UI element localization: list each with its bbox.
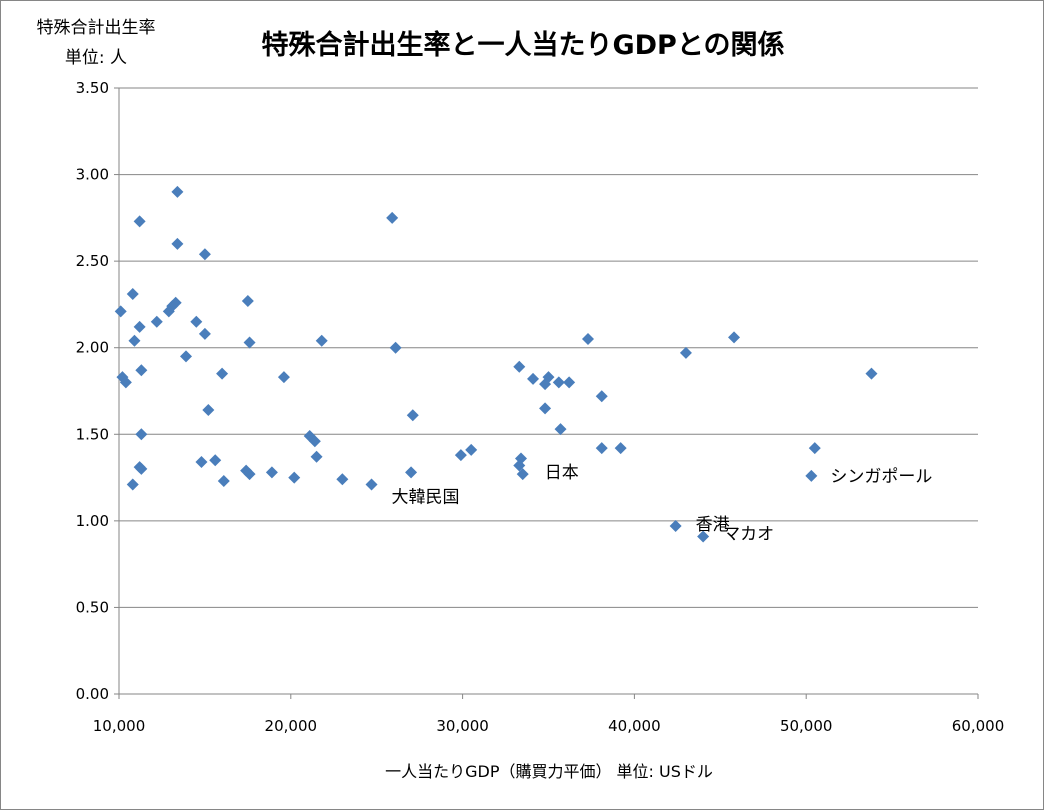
data-point xyxy=(315,334,328,347)
data-points xyxy=(114,185,878,543)
data-point xyxy=(310,450,323,463)
data-point xyxy=(513,459,526,472)
y-axis-label-line1: 特殊合計出生率 xyxy=(37,18,156,38)
data-point xyxy=(527,372,540,385)
data-point xyxy=(389,341,402,354)
data-point xyxy=(365,478,378,491)
y-tick-label: 1.00 xyxy=(76,512,109,530)
y-tick-label: 0.00 xyxy=(76,685,109,703)
data-point xyxy=(516,468,529,481)
data-point xyxy=(126,478,139,491)
data-point xyxy=(552,376,565,389)
data-point xyxy=(209,454,222,467)
y-tick-label: 0.50 xyxy=(76,598,109,616)
data-point xyxy=(243,468,256,481)
chart-title: 特殊合計出生率と一人当たりGDPとの関係 xyxy=(261,29,784,61)
annotation-label: マカオ xyxy=(723,524,774,544)
data-point xyxy=(195,455,208,468)
y-tick-label: 2.50 xyxy=(76,252,109,270)
data-point xyxy=(198,248,211,261)
x-tick-label: 10,000 xyxy=(93,717,146,735)
tick-labels: 0.00 0.50 1.00 1.50 2.00 2.50 3.00 3.50 10,000 20… xyxy=(76,79,1005,735)
annotation-label: 日本 xyxy=(545,463,579,483)
data-point xyxy=(133,320,146,333)
data-point xyxy=(728,331,741,344)
data-point xyxy=(454,449,467,462)
data-point xyxy=(166,300,179,313)
y-tick-label: 2.00 xyxy=(76,339,109,357)
data-point xyxy=(198,327,211,340)
data-point xyxy=(202,404,215,417)
x-tick-label: 30,000 xyxy=(436,717,489,735)
data-point xyxy=(171,185,184,198)
data-point xyxy=(114,305,127,318)
data-point xyxy=(133,215,146,228)
data-point xyxy=(386,211,399,224)
data-point xyxy=(288,471,301,484)
data-point xyxy=(805,469,818,482)
data-point xyxy=(582,333,595,346)
data-point xyxy=(539,402,552,415)
data-point xyxy=(150,315,163,328)
data-point xyxy=(119,376,132,389)
data-point xyxy=(406,409,419,422)
data-point xyxy=(336,473,349,486)
x-tick-label: 40,000 xyxy=(608,717,661,735)
data-point xyxy=(405,466,418,479)
axes xyxy=(114,87,979,699)
data-point xyxy=(465,443,478,456)
data-point xyxy=(308,435,321,448)
data-point xyxy=(217,475,230,488)
data-point xyxy=(679,346,692,359)
data-point xyxy=(116,371,129,384)
y-tick-label: 1.50 xyxy=(76,425,109,443)
x-tick-label: 60,000 xyxy=(952,717,1005,735)
data-point xyxy=(135,462,148,475)
annotation-label: 大韓民国 xyxy=(392,487,460,507)
data-point xyxy=(595,442,608,455)
data-point xyxy=(277,371,290,384)
data-point xyxy=(669,520,682,533)
data-point xyxy=(513,360,526,373)
data-point xyxy=(171,237,184,250)
data-point xyxy=(554,423,567,436)
data-point xyxy=(539,378,552,391)
data-point xyxy=(865,367,878,380)
data-point xyxy=(126,288,139,301)
data-point xyxy=(135,428,148,441)
x-tick-label: 20,000 xyxy=(265,717,318,735)
data-point xyxy=(265,466,278,479)
y-tick-label: 3.00 xyxy=(76,166,109,184)
data-point xyxy=(241,294,254,307)
y-axis-label-line2: 単位: 人 xyxy=(65,48,127,68)
data-point xyxy=(808,442,821,455)
data-point xyxy=(697,530,710,543)
data-point xyxy=(614,442,627,455)
x-tick-label: 50,000 xyxy=(780,717,833,735)
data-point xyxy=(135,364,148,377)
grid-lines xyxy=(119,87,978,608)
data-point xyxy=(190,315,203,328)
data-point xyxy=(216,367,229,380)
x-axis-label: 一人当たりGDP（購買力平価） 単位: USドル xyxy=(385,762,713,781)
data-point xyxy=(180,350,193,363)
data-point xyxy=(563,376,576,389)
data-point xyxy=(595,390,608,403)
data-point xyxy=(243,336,256,349)
data-point xyxy=(128,334,141,347)
annotation-label: シンガポール xyxy=(830,467,932,487)
y-tick-label: 3.50 xyxy=(76,79,109,97)
annotation-label: 香港 xyxy=(696,515,730,535)
